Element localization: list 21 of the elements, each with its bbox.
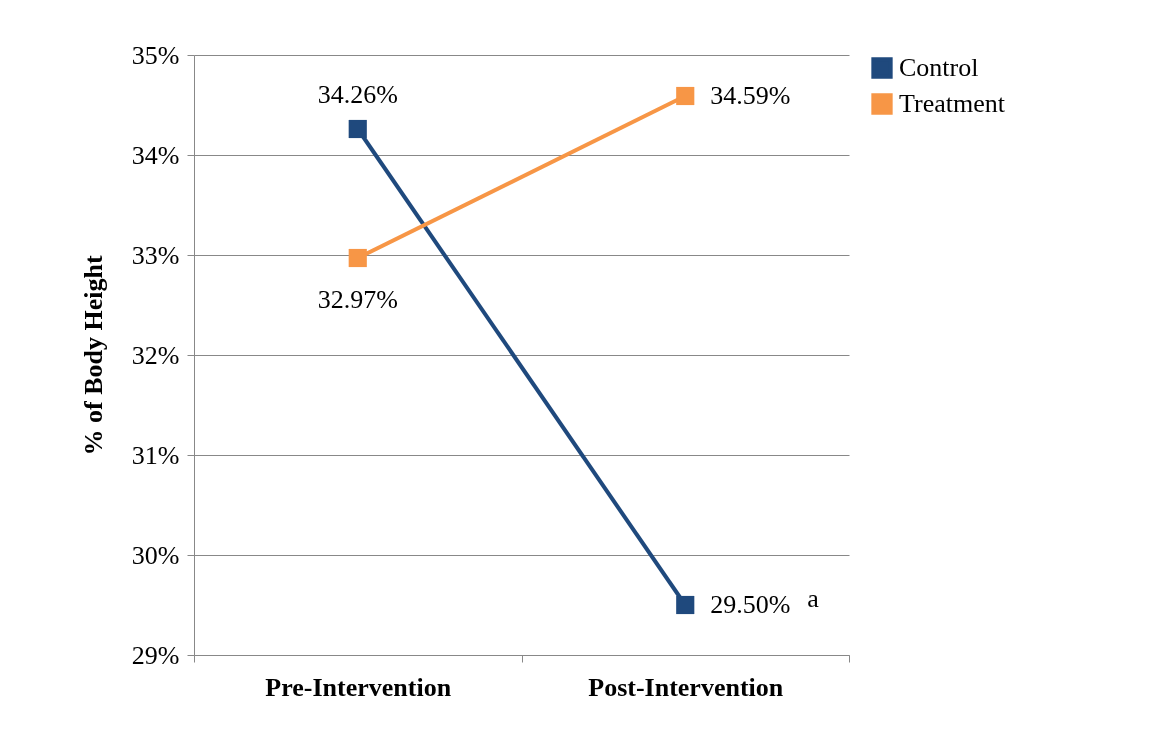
data-label: 34.26% bbox=[317, 80, 398, 109]
point bbox=[348, 248, 367, 268]
x-tick-label: Pre-Intervention bbox=[265, 672, 452, 702]
annotation: a bbox=[807, 584, 820, 613]
legend-label: Treatment bbox=[899, 89, 1006, 118]
point bbox=[676, 86, 695, 106]
y-tick-label: 29% bbox=[131, 640, 180, 670]
y-tick-label: 31% bbox=[131, 440, 180, 470]
y-tick-label: 34% bbox=[131, 140, 180, 170]
data-label: 32.97% bbox=[317, 285, 398, 314]
data-label: 34.59% bbox=[710, 81, 791, 110]
y-axis-title: % of Body Height bbox=[78, 255, 108, 456]
legend-label: Control bbox=[899, 53, 979, 82]
y-tick-label: 30% bbox=[131, 540, 180, 570]
data-label: 29.50% bbox=[710, 590, 791, 619]
y-tick-label: 32% bbox=[131, 340, 180, 370]
y-tick-label: 33% bbox=[131, 240, 180, 270]
point bbox=[348, 119, 367, 139]
point bbox=[676, 595, 695, 615]
y-tick-label: 35% bbox=[131, 40, 180, 70]
x-tick-label: Post-Intervention bbox=[588, 672, 784, 702]
